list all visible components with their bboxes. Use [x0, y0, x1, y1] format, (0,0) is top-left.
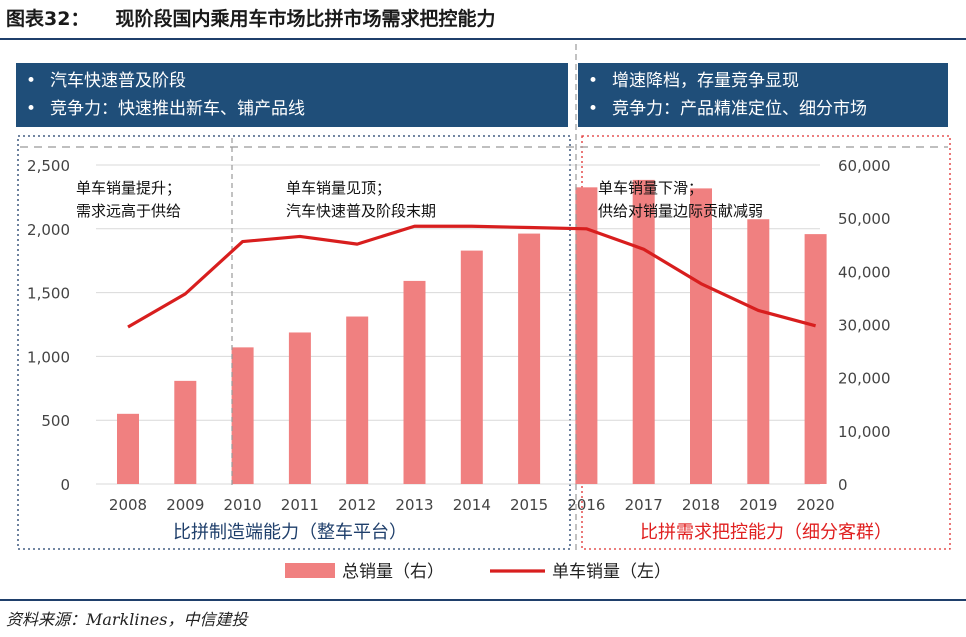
bullet: •: [26, 71, 37, 91]
y-right-tick-label: 20,000: [838, 370, 891, 388]
bar-total-sales: [174, 380, 197, 484]
figure-label: 图表32：: [6, 8, 90, 30]
y-left-tick-label: 2,000: [27, 221, 70, 239]
bar-total-sales: [804, 234, 827, 484]
banner-right-text: 增速降档，存量竞争显现: [612, 71, 799, 91]
x-tick-label: 2008: [109, 496, 147, 514]
bar-total-sales: [575, 187, 598, 484]
x-tick-label: 2017: [625, 496, 663, 514]
x-tick-label: 2014: [453, 496, 491, 514]
region-label-left: 比拼制造端能力（整车平台）: [173, 522, 407, 543]
bullet: •: [588, 99, 599, 119]
top-rule: [0, 38, 966, 40]
y-right-tick-label: 0: [838, 476, 848, 494]
banner-right-text: 竞争力：产品精准定位、细分市场: [612, 99, 867, 119]
bullet: •: [588, 71, 599, 91]
bar-total-sales: [403, 280, 426, 484]
figure-title-text: 现阶段国内乘用车市场比拼市场需求把控能力: [115, 8, 496, 30]
y-left-tick-label: 2,500: [27, 157, 70, 175]
bar-total-sales: [346, 316, 369, 484]
bar-total-sales: [117, 413, 139, 484]
legend-label-bar: 总销量（右）: [342, 562, 444, 582]
annotation-text: 需求远高于供给: [76, 202, 181, 220]
banner-right-line: • 增速降档，存量竞争显现: [588, 67, 938, 95]
bar-total-sales: [747, 219, 770, 485]
x-tick-label: 2018: [682, 496, 720, 514]
x-tick-label: 2015: [510, 496, 548, 514]
x-tick-label: 2020: [797, 496, 835, 514]
figure-title: 图表32： 现阶段国内乘用车市场比拼市场需求把控能力: [6, 4, 495, 31]
banner-left-line: • 汽车快速普及阶段: [26, 67, 558, 95]
y-right-tick-label: 30,000: [838, 317, 891, 335]
bar-total-sales: [231, 347, 254, 484]
banner-left-text: 汽车快速普及阶段: [50, 71, 186, 91]
bar-total-sales: [518, 233, 541, 484]
bar-total-sales: [460, 250, 483, 484]
legend-swatch-bar: [285, 563, 335, 578]
bar-total-sales: [632, 179, 655, 485]
y-right-tick-label: 60,000: [838, 157, 891, 175]
banner-left: • 汽车快速普及阶段 • 竞争力：快速推出新车、铺产品线: [16, 63, 568, 127]
x-tick-label: 2010: [224, 496, 262, 514]
x-tick-label: 2009: [166, 496, 204, 514]
y-left-tick-label: 0: [60, 476, 70, 494]
region-box-left: [17, 135, 571, 550]
annotation-text: 单车销量见顶；: [286, 179, 391, 197]
region-label-right: 比拼需求把控能力（细分客群）: [640, 522, 892, 543]
annotation-text: 汽车快速普及阶段末期: [286, 202, 436, 220]
source-note: 资料来源：Marklines，中信建投: [6, 610, 248, 629]
banner-left-line: • 竞争力：快速推出新车、铺产品线: [26, 95, 558, 123]
bottom-rule: [0, 599, 966, 601]
x-tick-label: 2012: [338, 496, 376, 514]
x-tick-label: 2011: [281, 496, 319, 514]
annotation-text: 供给对销量边际贡献减弱: [598, 202, 763, 220]
annotation-text: 单车销量提升；: [76, 179, 181, 197]
bar-total-sales: [288, 332, 311, 484]
x-tick-label: 2019: [739, 496, 777, 514]
y-right-tick-label: 10,000: [838, 423, 891, 441]
y-left-tick-label: 1,500: [27, 285, 70, 303]
y-right-tick-label: 50,000: [838, 210, 891, 228]
line-per-vehicle-sales: [127, 224, 817, 329]
y-right-tick-label: 40,000: [838, 263, 891, 281]
banner-right: • 增速降档，存量竞争显现 • 竞争力：产品精准定位、细分市场: [578, 63, 948, 127]
x-tick-label: 2016: [567, 496, 605, 514]
y-left-tick-label: 500: [41, 412, 70, 430]
y-left-tick-label: 1,000: [27, 348, 70, 366]
bullet: •: [26, 99, 37, 119]
banner-right-line: • 竞争力：产品精准定位、细分市场: [588, 95, 938, 123]
legend-label-line: 单车销量（左）: [552, 562, 671, 582]
banner-left-text: 竞争力：快速推出新车、铺产品线: [50, 99, 305, 119]
annotation-text: 单车销量下滑；: [598, 179, 703, 197]
x-tick-label: 2013: [395, 496, 433, 514]
bar-total-sales: [690, 188, 712, 485]
